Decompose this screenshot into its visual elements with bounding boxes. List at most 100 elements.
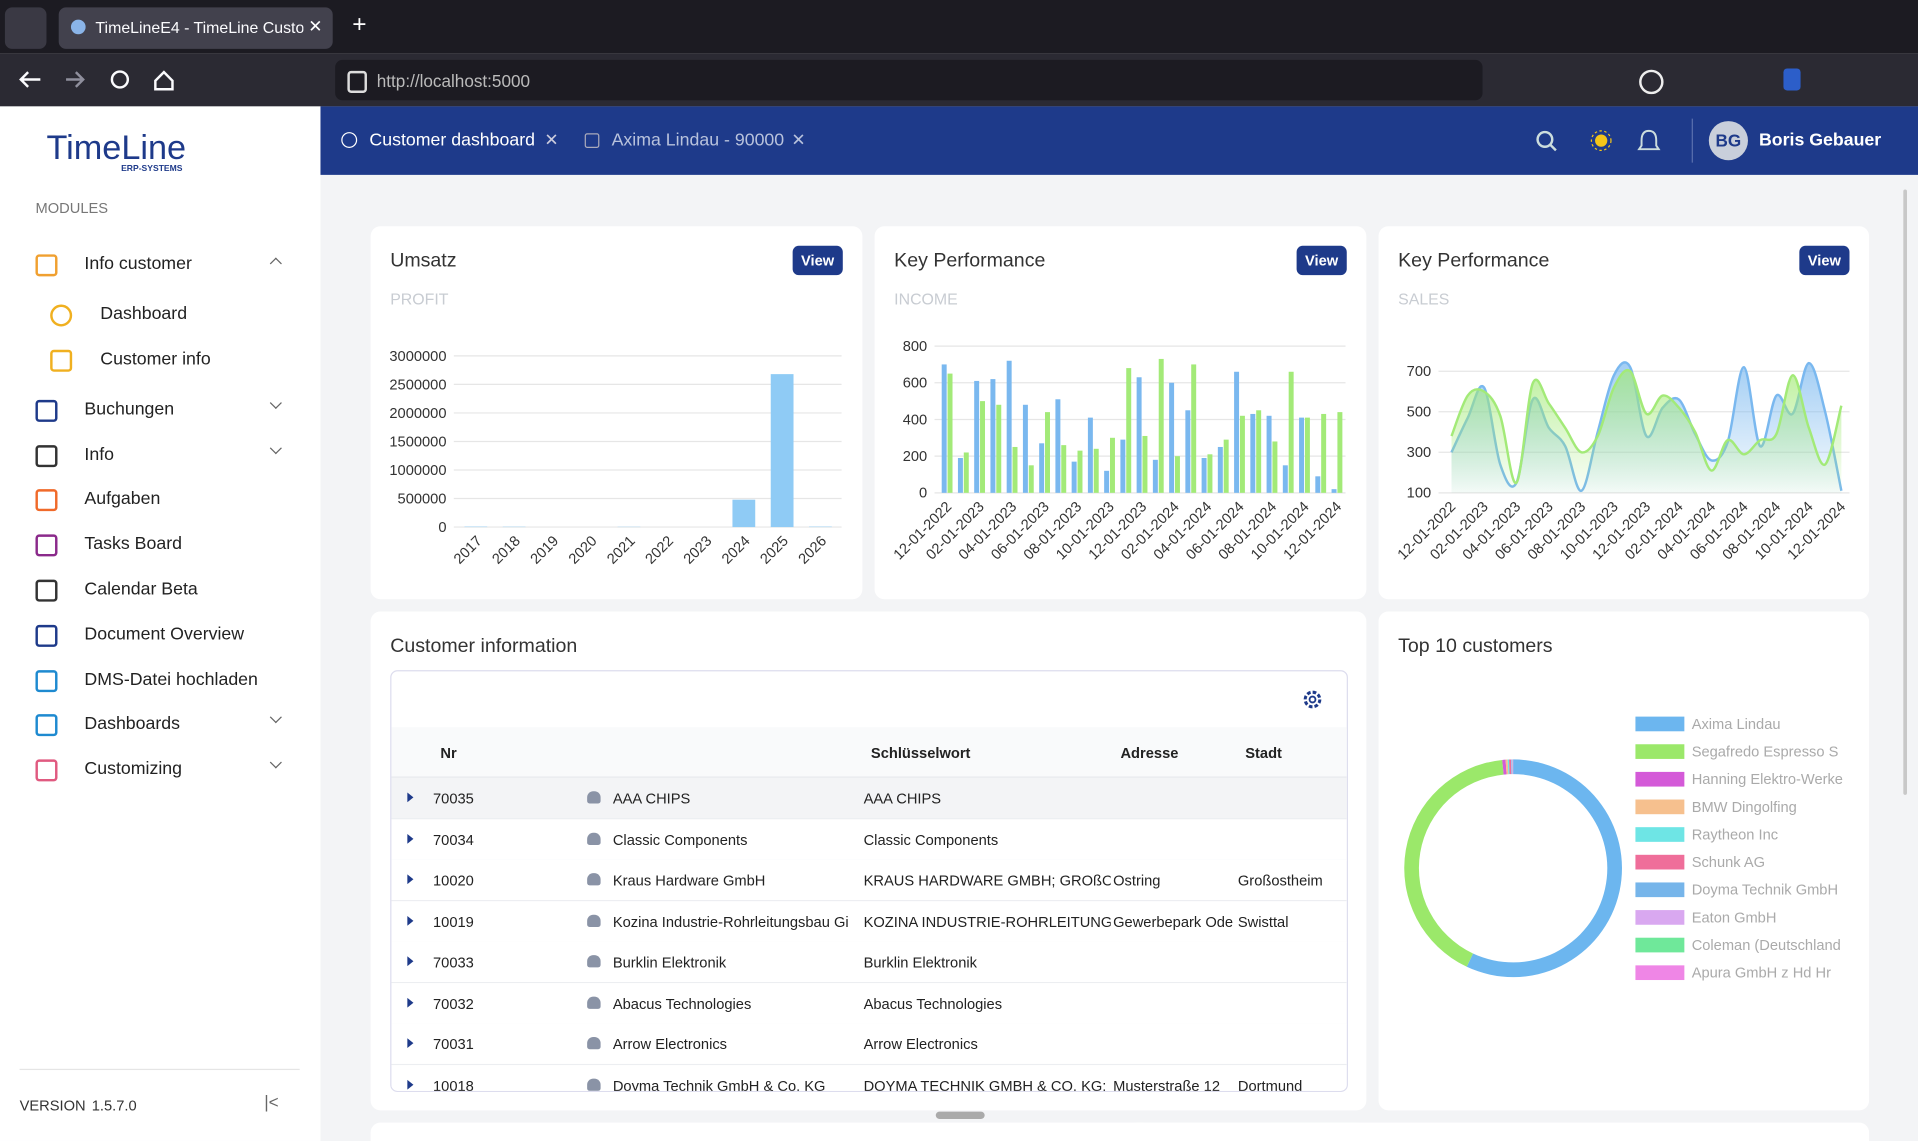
table-cell: KOZINA INDUSTRIE-ROHRLEITUNGS xyxy=(863,912,1111,931)
header-icons[interactable] xyxy=(1531,126,1666,158)
menu-item[interactable]: Buchungen xyxy=(0,390,320,432)
table-cell: 10020 xyxy=(433,871,474,890)
table-row[interactable]: 70035 AAA CHIPS AAA CHIPS xyxy=(391,777,1347,820)
table-cell: 70031 xyxy=(433,1035,474,1053)
new-tab[interactable]: + xyxy=(352,11,367,38)
menu-item[interactable]: DMS-Datei hochladen xyxy=(0,660,320,702)
view-button[interactable]: View xyxy=(1799,245,1850,276)
expand-arrow[interactable] xyxy=(407,1079,414,1089)
bar xyxy=(941,364,947,493)
chevron xyxy=(269,442,282,455)
resize-handle[interactable] xyxy=(935,1111,985,1119)
menu-item[interactable]: Tasks Board xyxy=(0,525,320,567)
table-row[interactable]: 10018 Doyma Technik GmbH & Co. KG DOYMA TE… xyxy=(391,1064,1347,1091)
table-row[interactable]: 70034 Classic Components Classic Component… xyxy=(391,818,1347,861)
table-cell: 10019 xyxy=(433,912,474,931)
tab-close[interactable]: ✕ xyxy=(791,129,806,150)
app-tab[interactable]: Customer dashboard xyxy=(369,130,536,151)
bar xyxy=(1239,415,1245,493)
line xyxy=(1450,369,1843,484)
tab-list-button[interactable] xyxy=(4,7,47,49)
expand-arrow[interactable] xyxy=(407,792,414,803)
menu-icon xyxy=(35,399,58,422)
app-tab[interactable]: Axima Lindau - 90000 xyxy=(611,130,785,151)
menu-label: DMS-Datei hochladen xyxy=(84,670,258,690)
view-button[interactable]: View xyxy=(792,245,843,276)
nav-buttons[interactable] xyxy=(0,54,196,107)
expand-arrow[interactable] xyxy=(407,833,414,844)
scrollbar[interactable] xyxy=(1903,189,1907,795)
menu-item[interactable]: Customizing xyxy=(0,750,320,792)
table-cell: 70032 xyxy=(433,994,474,1012)
table-cell: Arrow Electronics xyxy=(612,1035,728,1053)
chart: 10030050070012-01-202202-01-202304-01-20… xyxy=(1395,361,1850,563)
menu-item[interactable]: Document Overview xyxy=(0,615,320,657)
tab-close[interactable]: ✕ xyxy=(544,129,559,150)
x-tick-label: 2023 xyxy=(681,533,715,567)
chevron xyxy=(269,756,282,769)
browser-tab[interactable]: TimeLineE4 - TimeLine Custome ✕ xyxy=(58,7,333,49)
table-row[interactable]: 70032 Abacus Technologies Abacus Technolog… xyxy=(391,982,1347,1025)
x-tick-label: 2022 xyxy=(643,533,677,567)
legend-label: Hanning Elektro-Werke xyxy=(1692,772,1843,788)
chevron xyxy=(269,396,282,409)
chevron xyxy=(269,257,282,270)
y-tick-label: 1000000 xyxy=(389,463,446,479)
collapse-button[interactable]: |< xyxy=(264,1092,279,1112)
x-tick-label: 2017 xyxy=(451,533,485,567)
table-cell: AAA CHIPS xyxy=(612,789,691,808)
extension-icon[interactable] xyxy=(1783,68,1801,91)
avatar[interactable]: BG xyxy=(1708,121,1748,161)
url-bar[interactable]: http://localhost:5000 xyxy=(335,59,1483,101)
expand-arrow[interactable] xyxy=(407,915,414,926)
user-name[interactable]: Boris Gebauer xyxy=(1758,130,1882,151)
y-tick-label: 0 xyxy=(438,520,446,536)
row-icon xyxy=(587,791,601,804)
table-row[interactable]: 10019 Kozina Industrie-Rohrleitungsbau Gi… xyxy=(391,900,1347,943)
tab-close[interactable]: ✕ xyxy=(308,15,323,36)
table-row[interactable]: 70031 Arrow Electronics Arrow Electronics xyxy=(391,1023,1347,1066)
bar xyxy=(1234,371,1240,493)
section-label: MODULES xyxy=(35,199,109,217)
bar xyxy=(1256,410,1262,493)
legend-label: Coleman (Deutschland xyxy=(1692,938,1841,954)
menu-item[interactable]: Dashboards xyxy=(0,704,320,746)
divider xyxy=(1691,118,1693,163)
card-title: Key Performance xyxy=(894,250,1046,272)
menu-item[interactable]: Aufgaben xyxy=(0,479,320,521)
menu-item[interactable]: Dashboard xyxy=(0,295,320,337)
table-row[interactable]: 10020 Kraus Hardware GmbH KRAUS HARDWARE G… xyxy=(391,859,1347,902)
settings-icon[interactable] xyxy=(1301,688,1323,710)
account-icon[interactable] xyxy=(1639,69,1664,95)
menu-item[interactable]: Customer info xyxy=(0,340,320,382)
x-tick-label: 2025 xyxy=(757,533,791,567)
legend-label: Apura GmbH z Hd Hr xyxy=(1692,966,1831,982)
row-icon xyxy=(587,914,601,927)
expand-arrow[interactable] xyxy=(407,956,414,967)
bar xyxy=(1055,399,1061,493)
expand-arrow[interactable] xyxy=(407,874,414,885)
table-row[interactable]: 70033 Burklin Elektronik Burklin Elektroni… xyxy=(391,941,1347,984)
bar xyxy=(1185,410,1191,493)
view-button[interactable]: View xyxy=(1296,245,1347,276)
expand-arrow[interactable] xyxy=(407,1038,414,1049)
donut-slice xyxy=(1507,759,1510,775)
bar xyxy=(990,379,996,493)
y-tick-label: 600 xyxy=(903,376,927,392)
legend-swatch xyxy=(1635,910,1685,925)
legend-swatch xyxy=(1635,716,1685,732)
bar xyxy=(1061,445,1067,493)
expand-arrow[interactable] xyxy=(407,997,414,1008)
bar xyxy=(1337,412,1343,493)
chart: 020040060080012-01-202202-01-202304-01-2… xyxy=(891,339,1346,563)
legend-label: Segafredo Espresso S xyxy=(1692,744,1839,760)
menu-icon xyxy=(35,254,58,277)
menu-item[interactable]: Calendar Beta xyxy=(0,570,320,612)
legend-swatch xyxy=(1635,771,1685,787)
bar xyxy=(996,404,1002,493)
menu-item[interactable]: Info customer xyxy=(0,245,320,287)
table-cell: 70035 xyxy=(433,789,474,808)
menu-item[interactable]: Info xyxy=(0,435,320,477)
bar xyxy=(1152,459,1158,493)
